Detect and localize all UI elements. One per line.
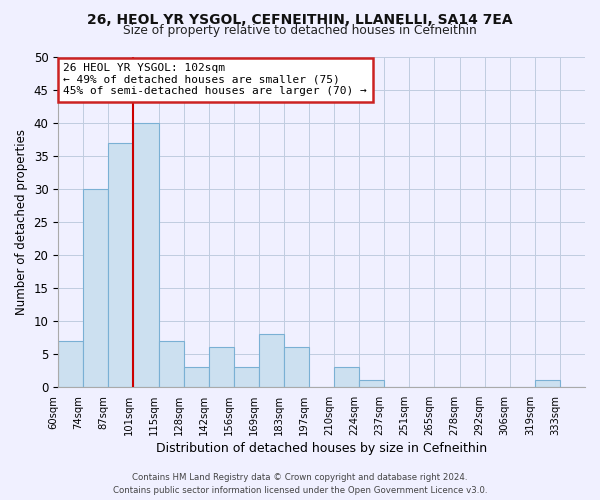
Bar <box>284 348 309 387</box>
Text: 26, HEOL YR YSGOL, CEFNEITHIN, LLANELLI, SA14 7EA: 26, HEOL YR YSGOL, CEFNEITHIN, LLANELLI,… <box>87 12 513 26</box>
X-axis label: Distribution of detached houses by size in Cefneithin: Distribution of detached houses by size … <box>156 442 487 455</box>
Text: Contains HM Land Registry data © Crown copyright and database right 2024.
Contai: Contains HM Land Registry data © Crown c… <box>113 473 487 495</box>
Bar <box>58 341 83 387</box>
Bar <box>259 334 284 387</box>
Bar <box>234 367 259 387</box>
Y-axis label: Number of detached properties: Number of detached properties <box>15 129 28 315</box>
Bar <box>535 380 560 387</box>
Bar <box>184 367 209 387</box>
Bar <box>334 367 359 387</box>
Bar <box>158 341 184 387</box>
Bar <box>109 142 133 387</box>
Bar <box>359 380 384 387</box>
Text: 26 HEOL YR YSGOL: 102sqm
← 49% of detached houses are smaller (75)
45% of semi-d: 26 HEOL YR YSGOL: 102sqm ← 49% of detach… <box>64 63 367 96</box>
Text: Size of property relative to detached houses in Cefneithin: Size of property relative to detached ho… <box>123 24 477 37</box>
Bar <box>83 189 109 387</box>
Bar <box>209 348 234 387</box>
Bar <box>133 122 158 387</box>
